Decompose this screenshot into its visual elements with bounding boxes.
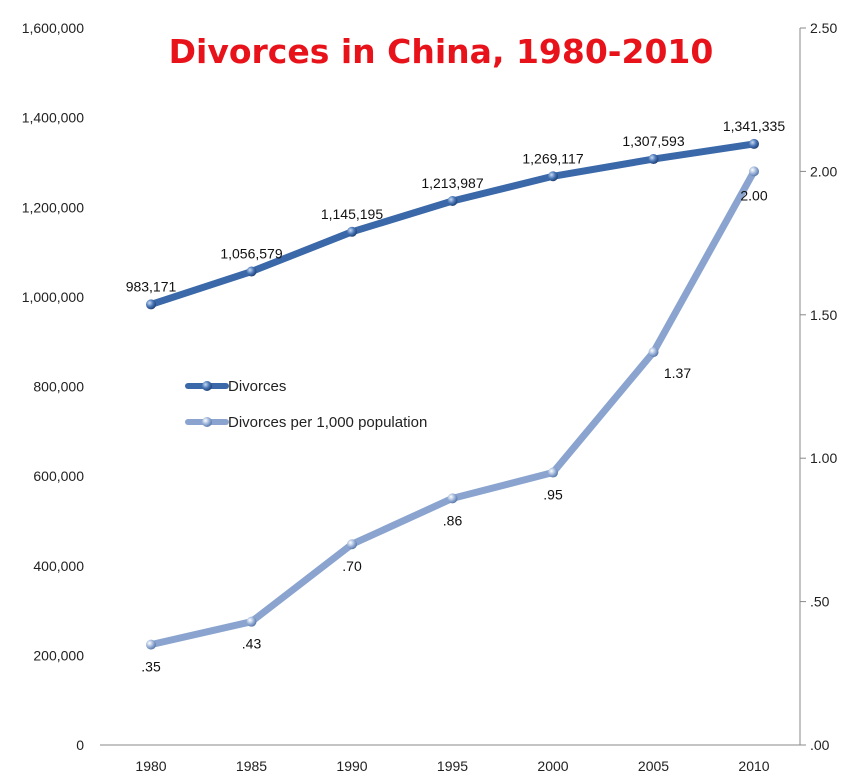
divorce-rate-point: [347, 539, 357, 550]
divorce-rate-point: [548, 467, 558, 478]
right-axis-ticks: .00 .50 1.00 1.50 2.00 2.50: [800, 20, 837, 753]
chart-title: Divorces in China, 1980-2010: [169, 32, 714, 71]
legend-marker-divorce-rate: [202, 417, 212, 427]
divorce-rate-point: [447, 493, 458, 504]
divorce-rate-data-label: 2.00: [740, 187, 767, 203]
divorces-line: [147, 140, 758, 308]
legend-label-divorce-rate: Divorces per 1,000 population: [228, 414, 427, 431]
x-axis-ticks: 1980 1985 1990 1995 2000 2005 2010: [135, 758, 769, 774]
left-tick-label: 400,000: [33, 558, 84, 574]
divorce-rate-point: [648, 347, 659, 358]
divorce-rate-data-label: 1.37: [664, 365, 691, 381]
x-tick-label: 1990: [336, 758, 367, 774]
divorce-rate-line: [147, 167, 758, 649]
right-tick-label: 2.00: [810, 163, 837, 179]
legend-item-divorces: Divorces: [185, 378, 286, 395]
divorces-data-label: 1,213,987: [421, 175, 483, 191]
divorces-data-label: 1,269,117: [522, 150, 583, 166]
divorces-point: [648, 154, 659, 165]
left-tick-label: 1,600,000: [22, 20, 84, 36]
divorces-data-label: 983,171: [126, 278, 177, 294]
left-tick-label: 600,000: [33, 468, 84, 484]
divorces-data-label: 1,341,335: [723, 118, 785, 134]
divorce-rate-data-label: .95: [543, 487, 563, 503]
left-tick-label: 0: [76, 737, 84, 753]
divorces-data-label: 1,307,593: [622, 133, 684, 149]
divorces-point: [749, 138, 759, 149]
divorces-data-label: 1,145,195: [321, 206, 383, 222]
right-tick-label: 2.50: [810, 20, 837, 36]
left-tick-label: 200,000: [33, 647, 84, 663]
divorces-point: [246, 266, 257, 277]
divorce-rate-data-label: .35: [141, 659, 161, 675]
x-tick-label: 1985: [236, 758, 267, 774]
right-tick-label: 1.00: [810, 450, 837, 466]
right-tick-label: .00: [810, 737, 830, 753]
divorce-rate-point: [749, 166, 759, 177]
series-divorces: 983,171 1,056,579 1,145,195 1,213,987 1,269,…: [126, 118, 785, 310]
legend-label-divorces: Divorces: [228, 378, 286, 395]
divorces-point: [347, 226, 357, 237]
left-tick-label: 1,200,000: [22, 199, 84, 215]
divorce-rate-data-label: .43: [242, 636, 262, 652]
x-tick-label: 2000: [537, 758, 568, 774]
left-axis-ticks: 0 200,000 400,000 600,000 800,000 1,000,000 1,…: [22, 20, 85, 753]
left-tick-label: 1,000,000: [22, 289, 84, 305]
right-tick-label: .50: [810, 594, 830, 610]
legend: Divorces Divorces per 1,000 population: [185, 378, 427, 431]
divorces-point: [146, 299, 156, 310]
x-tick-label: 2010: [738, 758, 769, 774]
divorce-rate-point: [146, 639, 156, 650]
right-tick-label: 1.50: [810, 307, 837, 323]
divorce-rate-data-label: .86: [443, 512, 463, 528]
series-divorce-rate: .35 .43 .70 .86 .95 1.37 2.00: [141, 166, 768, 675]
left-tick-label: 800,000: [33, 379, 84, 395]
x-tick-label: 1980: [135, 758, 166, 774]
divorces-data-label: 1,056,579: [220, 246, 282, 262]
divorces-point: [548, 171, 558, 182]
divorce-rate-point: [246, 616, 257, 627]
left-tick-label: 1,400,000: [22, 110, 84, 126]
x-tick-label: 2005: [638, 758, 669, 774]
legend-item-divorce-rate: Divorces per 1,000 population: [185, 414, 427, 431]
divorces-point: [447, 195, 458, 206]
divorce-rate-data-label: .70: [342, 558, 362, 574]
x-tick-label: 1995: [437, 758, 468, 774]
legend-marker-divorces: [202, 381, 212, 391]
